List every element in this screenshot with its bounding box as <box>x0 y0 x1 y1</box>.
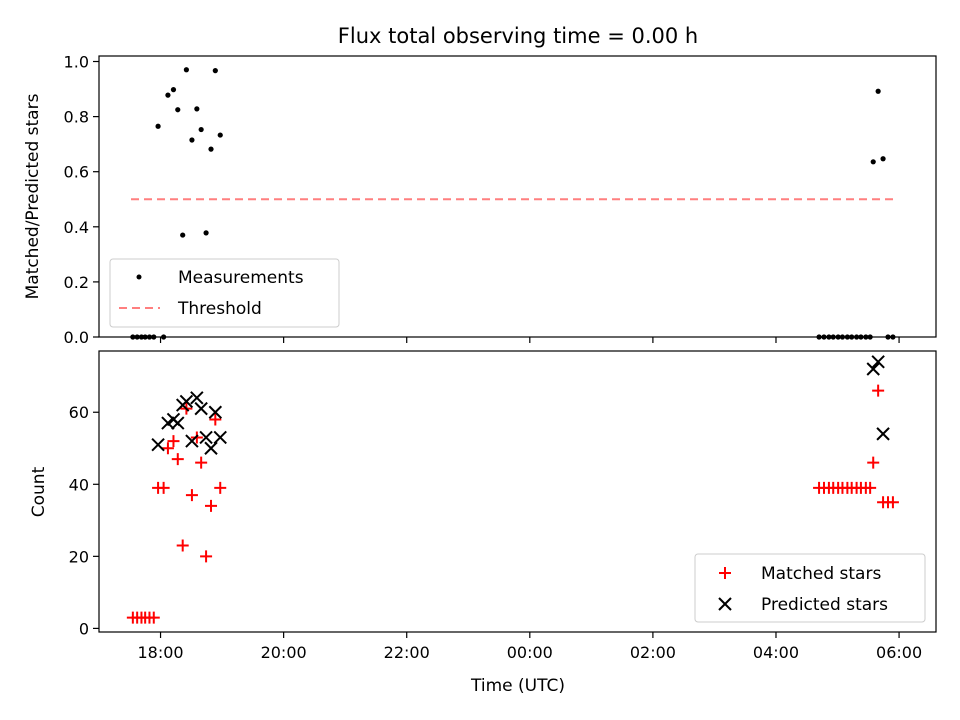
y-tick-label: 0.4 <box>64 218 89 237</box>
count-y-axis-label: Count <box>29 466 49 517</box>
measurements-point <box>170 87 177 93</box>
matched-stars-point <box>185 489 198 502</box>
matched-stars-point <box>867 456 880 469</box>
matched-stars-point <box>886 496 899 509</box>
matched-stars-point <box>209 413 222 426</box>
y-tick-label: 0.8 <box>64 108 89 127</box>
predicted-stars-point <box>871 355 885 369</box>
predicted-stars-point <box>185 434 199 448</box>
x-tick-label: 18:00 <box>137 643 183 662</box>
matched-stars-point <box>176 539 189 552</box>
chart-title: Flux total observing time = 0.00 h <box>338 24 698 48</box>
predicted-stars-legend-label: Predicted stars <box>761 595 888 615</box>
y-tick-label: 40 <box>69 475 89 494</box>
predicted-stars-point <box>866 362 880 376</box>
matched-stars-point <box>161 442 174 455</box>
matched-stars-point <box>205 499 218 512</box>
count-legend-box <box>694 553 926 623</box>
x-tick-label: 02:00 <box>630 643 676 662</box>
predicted-stars-point <box>199 430 213 445</box>
measurements-point <box>880 156 886 162</box>
measurements-point <box>198 126 204 133</box>
measurements-point <box>155 123 161 129</box>
measurements-point <box>208 146 214 152</box>
matched-stars-point <box>157 481 170 494</box>
predicted-stars-point <box>194 401 208 416</box>
ratio-y-axis-ticks: 0.0 0.2 0.4 0.6 0.8 1.0 <box>64 53 99 347</box>
measurements-point <box>180 232 186 238</box>
ratio-legend-box <box>109 258 340 328</box>
predicted-stars-point <box>213 430 227 445</box>
count-x-axis-ticks: 18:00 20:00 22:00 00:00 02:00 04:00 06:00 <box>137 632 922 662</box>
x-tick-label: 22:00 <box>384 643 430 662</box>
matched-stars-point <box>147 611 160 624</box>
measurements-point <box>870 159 876 165</box>
ratio-panel: 0.0 0.2 0.4 0.6 0.8 1.0 Matched/Predicted sta… <box>23 53 937 347</box>
predicted-stars-point <box>208 405 223 419</box>
matched-stars-point <box>214 481 227 494</box>
measurements-legend-marker <box>136 274 142 280</box>
matched-stars-point <box>872 384 885 397</box>
measurements-point <box>175 107 181 113</box>
count-panel: 0 20 40 60 18:00 20:00 22:00 00:00 02:00 04:00 06… <box>29 350 937 696</box>
ratio-y-axis-label: Matched/Predicted stars <box>23 93 43 299</box>
predicted-stars-point <box>151 437 165 452</box>
predicted-stars-point <box>171 416 185 430</box>
ratio-axes-frame <box>98 55 937 338</box>
count-plot-area <box>126 355 899 624</box>
measurements-point <box>165 92 171 98</box>
count-axes-frame <box>98 350 937 633</box>
y-tick-label: 0.6 <box>64 163 89 182</box>
predicted-stars-legend-marker <box>718 597 732 611</box>
ratio-legend: Measurements Threshold <box>109 258 340 328</box>
predicted-stars-point <box>876 427 890 441</box>
measurements-point <box>189 137 195 143</box>
matched-stars-legend-marker <box>719 567 731 579</box>
x-axis-label: Time (UTC) <box>470 676 565 696</box>
measurements-point <box>217 132 223 138</box>
measurements-point <box>875 88 881 94</box>
measurements-point <box>183 67 189 73</box>
predicted-stars-point <box>190 391 204 405</box>
count-legend: Matched stars Predicted stars <box>694 553 926 623</box>
x-tick-label: 00:00 <box>507 643 553 662</box>
matched-stars-point <box>864 481 877 494</box>
threshold-legend-label: Threshold <box>177 299 262 319</box>
y-tick-label: 0 <box>79 619 89 638</box>
matched-stars-point <box>195 456 208 469</box>
measurements-point <box>212 68 218 74</box>
matched-stars-point <box>200 550 213 563</box>
matched-stars-point <box>171 453 184 466</box>
ratio-x-axis-ticks <box>159 337 900 343</box>
x-tick-label: 04:00 <box>753 643 799 662</box>
x-tick-label: 20:00 <box>261 643 307 662</box>
matched-stars-legend-label: Matched stars <box>761 564 881 584</box>
matched-stars-point <box>167 435 180 448</box>
y-tick-label: 0.2 <box>64 273 89 292</box>
y-tick-label: 0.0 <box>64 328 89 347</box>
y-tick-label: 20 <box>69 547 89 566</box>
y-tick-label: 60 <box>69 403 89 422</box>
predicted-stars-point <box>204 441 218 455</box>
measurements-point <box>203 230 209 236</box>
measurements-legend-label: Measurements <box>178 268 304 288</box>
x-tick-label: 06:00 <box>876 643 922 662</box>
count-y-axis-ticks: 0 20 40 60 <box>69 403 99 638</box>
predicted-stars-point <box>179 394 194 409</box>
measurements-point <box>194 106 200 112</box>
y-tick-label: 1.0 <box>64 53 89 72</box>
